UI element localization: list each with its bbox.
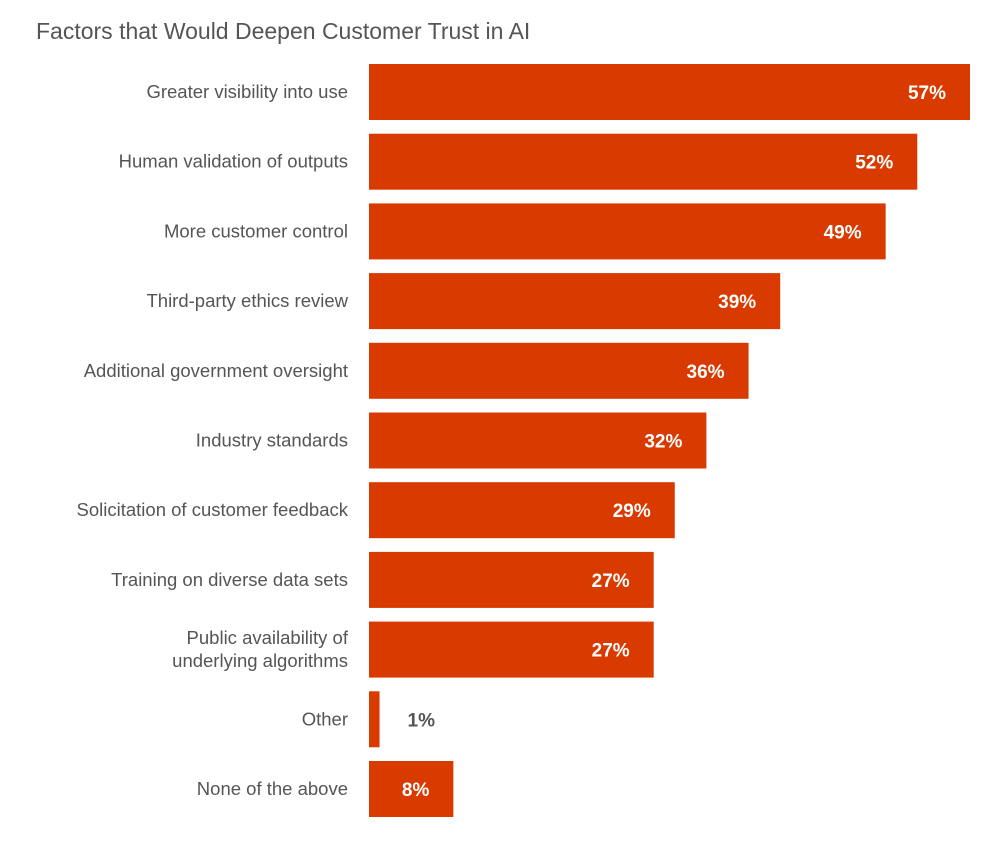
- value-label: 1%: [408, 710, 436, 731]
- value-label: 52%: [855, 153, 893, 174]
- value-label: 8%: [402, 780, 430, 801]
- bar: [369, 203, 886, 260]
- bar: [369, 691, 380, 748]
- category-label: Human validation of outputs: [119, 151, 348, 172]
- bar: [369, 273, 781, 330]
- bar: [369, 482, 675, 539]
- value-label: 27%: [592, 641, 630, 662]
- category-label: Third-party ethics review: [146, 290, 348, 311]
- category-label: Greater visibility into use: [146, 81, 348, 102]
- value-label: 32%: [644, 432, 682, 453]
- bar: [369, 133, 918, 190]
- category-label: Additional government oversight: [84, 360, 348, 381]
- chart-title: Factors that Would Deepen Customer Trust…: [36, 18, 531, 44]
- category-label: More customer control: [164, 220, 348, 241]
- category-label: Industry standards: [196, 430, 348, 451]
- value-label: 57%: [908, 83, 946, 104]
- category-label: Public availability of underlying algorit…: [172, 627, 349, 671]
- value-label: 36%: [687, 362, 725, 383]
- bar: [369, 412, 707, 469]
- bar: [369, 64, 970, 120]
- bar: [369, 621, 654, 678]
- category-label: None of the above: [197, 778, 348, 799]
- category-label: Other: [302, 708, 348, 729]
- bar: [369, 761, 454, 817]
- value-label: 49%: [824, 222, 862, 243]
- bar: [369, 342, 749, 399]
- value-label: 39%: [718, 292, 756, 313]
- value-label: 27%: [592, 571, 630, 592]
- category-label: Training on diverse data sets: [111, 569, 348, 590]
- category-label: Solicitation of customer feedback: [77, 499, 349, 520]
- value-label: 29%: [613, 501, 651, 522]
- bar: [369, 551, 654, 608]
